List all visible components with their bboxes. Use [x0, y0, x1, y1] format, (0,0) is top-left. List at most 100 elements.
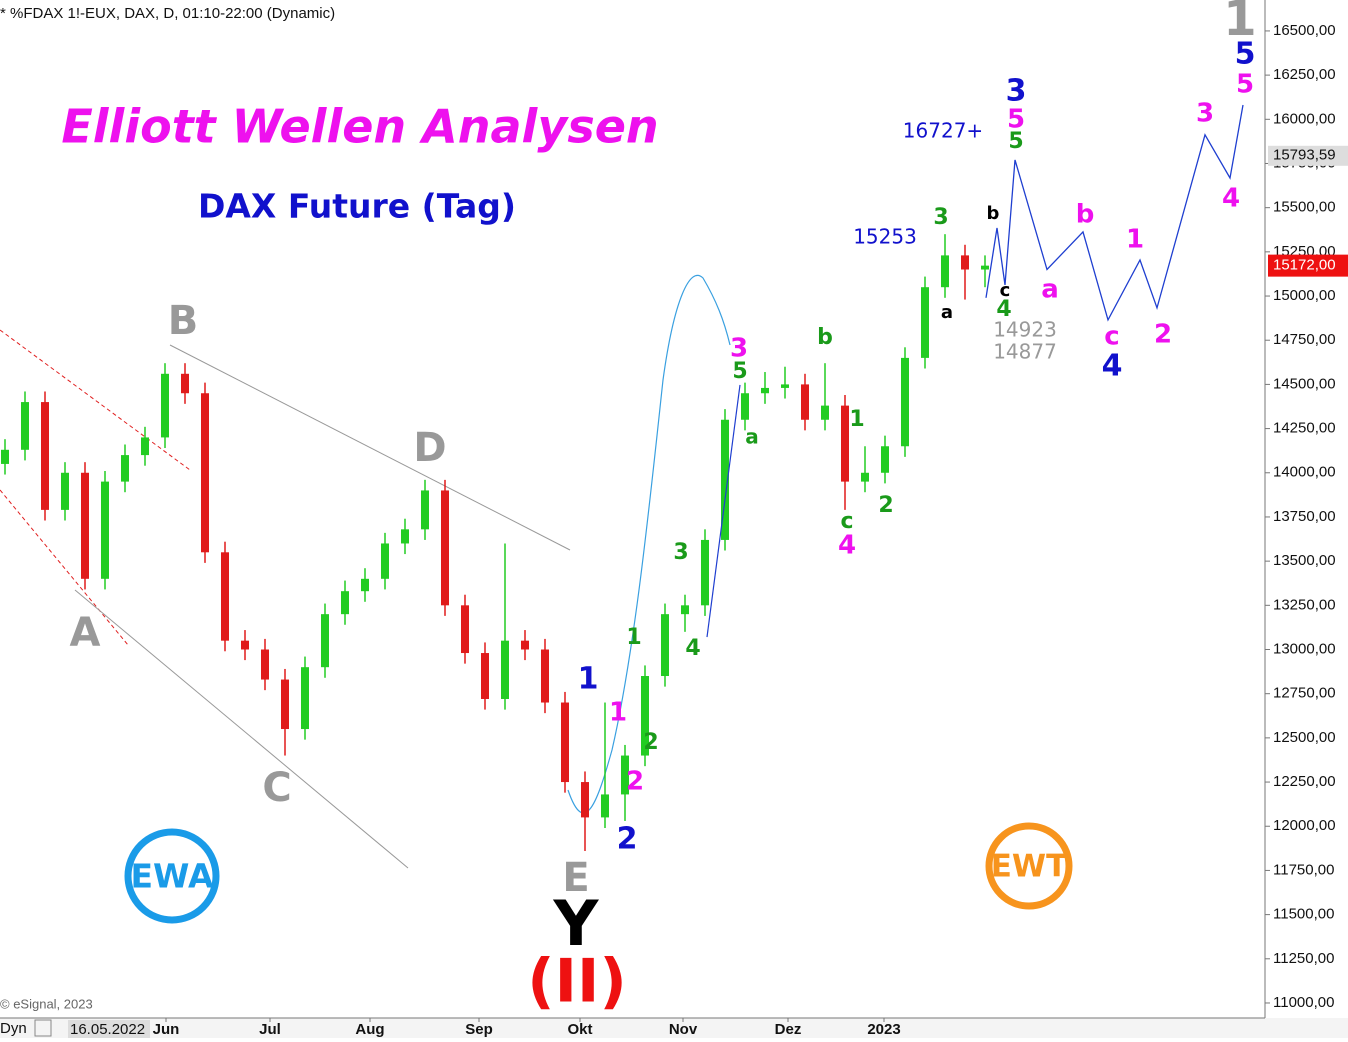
y-tick-label: 11250,00	[1273, 950, 1334, 967]
wave-label: 14923	[993, 318, 1057, 342]
wave-label: a	[745, 425, 759, 449]
trend-line	[0, 489, 129, 646]
candle-body	[501, 640, 509, 699]
wave-label: 1	[609, 698, 627, 728]
candle-body	[601, 794, 609, 818]
wave-label: b	[987, 203, 1000, 224]
y-tick-label: 12500,00	[1273, 729, 1336, 746]
candle-body	[141, 437, 149, 456]
y-tick-label: 14250,00	[1273, 420, 1336, 437]
candle-body	[981, 265, 989, 270]
wave-label: 2	[626, 767, 644, 797]
candle-body	[41, 402, 49, 510]
logo-ewa	[124, 828, 220, 924]
candle-body	[301, 667, 309, 730]
candle-body	[641, 676, 649, 756]
candle-body	[841, 405, 849, 482]
x-tick-label: Dez	[775, 1021, 802, 1038]
candle-body	[781, 384, 789, 388]
y-tick-label: 16500,00	[1273, 22, 1336, 39]
candle-body	[421, 490, 429, 530]
y-tick-label: 14750,00	[1273, 331, 1336, 348]
price-label: 15793,59	[1273, 147, 1336, 164]
candle-body	[581, 782, 589, 818]
price-box	[1268, 145, 1348, 166]
x-tick-label: Jun	[153, 1021, 180, 1038]
wave-label: A	[70, 610, 101, 656]
candle-body	[361, 578, 369, 592]
y-tick-label: 11750,00	[1273, 861, 1334, 878]
candle-body	[21, 402, 29, 450]
wave-label: 5	[1008, 129, 1023, 154]
footer-label: Dyn	[0, 1020, 27, 1037]
wave-label: 1	[1223, 0, 1256, 47]
candle-body	[741, 393, 749, 420]
y-tick-label: 11500,00	[1273, 906, 1334, 923]
x-tick-label: 2023	[867, 1021, 900, 1038]
chart-subtitle: DAX Future (Tag)	[198, 187, 516, 226]
wave-label: a	[1041, 275, 1059, 305]
wave-label: 1	[1126, 225, 1144, 255]
indicator-curve	[567, 274, 731, 814]
candle-body	[861, 472, 869, 482]
candle-body	[321, 614, 329, 668]
y-tick-label: 15000,00	[1273, 287, 1336, 304]
x-tick-label: Aug	[355, 1021, 384, 1038]
candle-body	[201, 393, 209, 553]
logo-text: EWA	[131, 857, 214, 896]
y-tick-label: 11000,00	[1273, 994, 1334, 1011]
candle-body	[701, 539, 709, 606]
candle-body	[661, 614, 669, 677]
y-tick-label: 13750,00	[1273, 508, 1336, 525]
candle-body	[101, 481, 109, 579]
y-tick-label: 12250,00	[1273, 773, 1336, 790]
wave-label: 14877	[993, 340, 1057, 364]
y-tick-label: 14000,00	[1273, 464, 1336, 481]
candle-body	[941, 255, 949, 288]
candle-body	[561, 702, 569, 783]
candle-body	[441, 490, 449, 606]
wave-label: 5	[1236, 70, 1254, 100]
wave-label: C	[262, 765, 291, 811]
candle-body	[221, 552, 229, 641]
chart-title: Elliott Wellen Analysen	[61, 100, 658, 154]
trend-line	[0, 329, 191, 471]
candle-body	[241, 640, 249, 650]
price-label: 15172,00	[1273, 257, 1336, 274]
candle-body	[961, 255, 969, 270]
wave-label: 4	[1102, 349, 1123, 384]
trend-line	[74, 589, 409, 869]
y-tick-label: 13250,00	[1273, 596, 1336, 613]
wave-label: 5	[732, 359, 747, 384]
wave-label: 5	[1007, 105, 1025, 135]
candle-body	[821, 405, 829, 420]
price-box	[1268, 254, 1348, 277]
y-tick-label: 15500,00	[1273, 199, 1336, 216]
wave-label: 2	[643, 730, 658, 755]
candle-body	[881, 446, 889, 473]
wave-label: 3	[1196, 99, 1214, 129]
wave-label: 1	[578, 662, 599, 697]
candle-body	[401, 529, 409, 544]
candle-body	[721, 419, 729, 540]
wave-label: 2	[1154, 320, 1172, 350]
projection-line	[706, 384, 741, 638]
candle-body	[181, 373, 189, 394]
wave-label: 2	[878, 493, 893, 518]
cursor-date: 16.05.2022	[70, 1021, 145, 1038]
wave-label: 1	[626, 625, 641, 650]
cursor-date-box	[68, 1020, 150, 1038]
projection-line	[985, 104, 1244, 322]
logo-ewt	[985, 822, 1073, 910]
y-tick-label: 14500,00	[1273, 375, 1336, 392]
y-tick-label: 12750,00	[1273, 685, 1336, 702]
y-tick-label: 13500,00	[1273, 552, 1336, 569]
copyright: © eSignal, 2023	[0, 996, 93, 1011]
candle-body	[281, 679, 289, 730]
trend-line	[169, 344, 571, 551]
wave-label: E	[562, 855, 589, 901]
chart-header: * %FDAX 1!-EUX, DAX, D, 01:10-22:00 (Dyn…	[0, 5, 335, 22]
wave-label: 4	[1222, 184, 1240, 214]
